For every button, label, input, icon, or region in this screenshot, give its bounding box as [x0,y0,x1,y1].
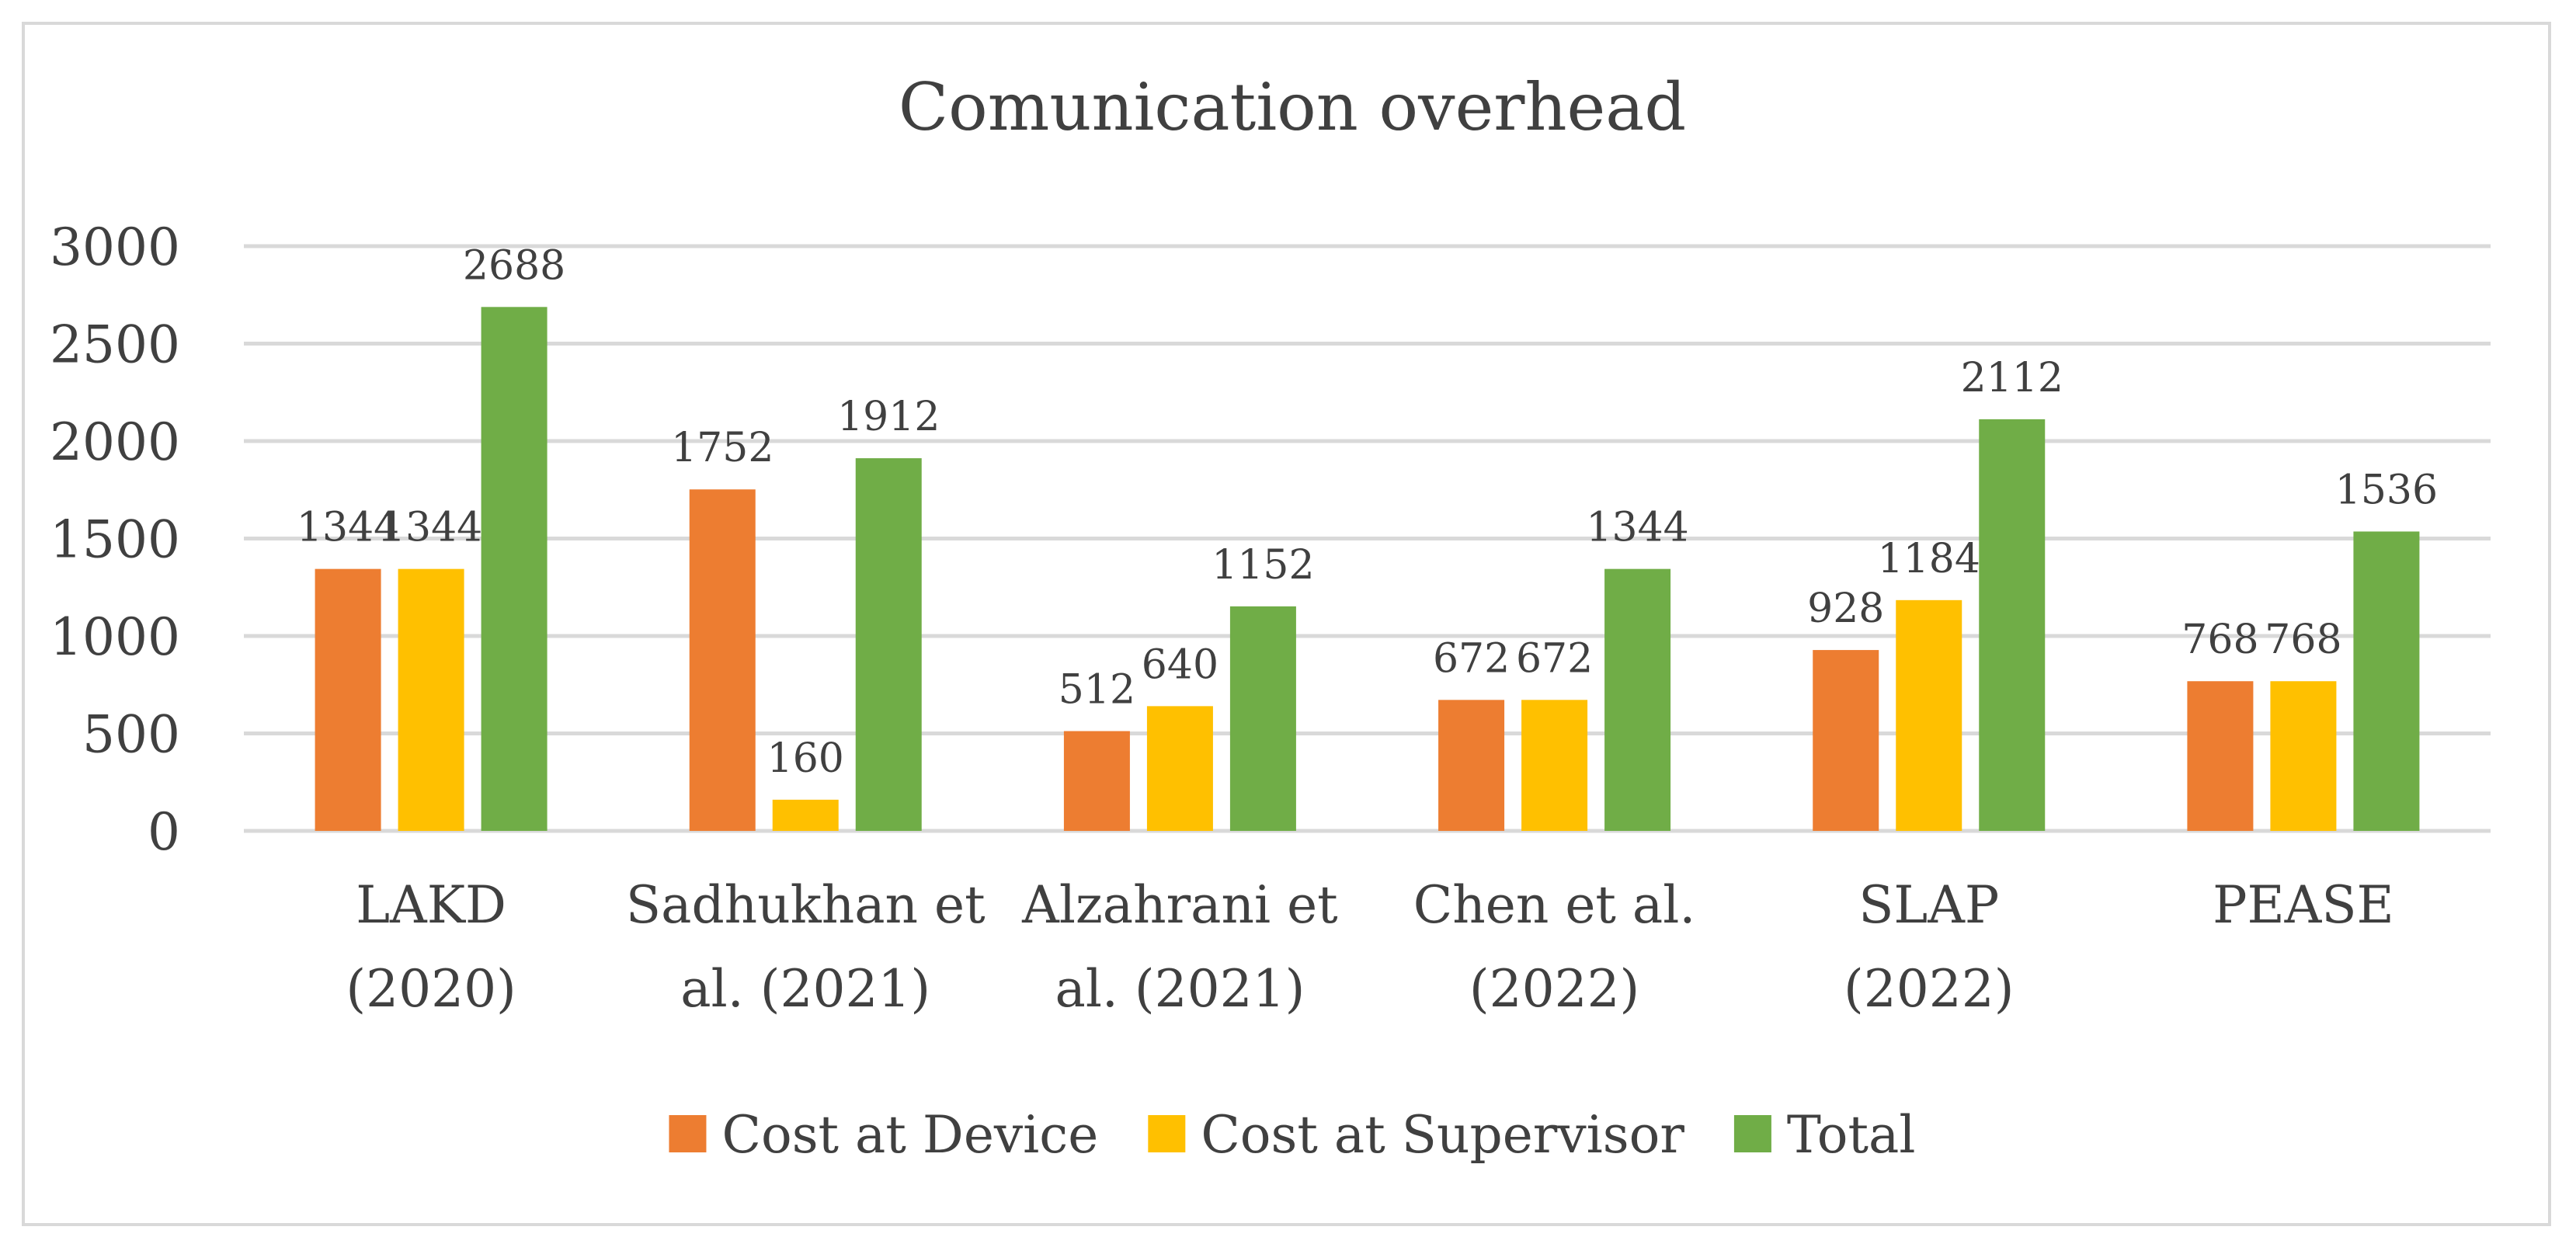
bar-cost-at-supervisor [1896,599,1962,831]
data-label: 1912 [837,394,940,440]
y-tick-label: 0 [148,802,180,862]
legend-label: Cost at Supervisor [1201,1105,1684,1165]
data-label: 1344 [380,505,482,551]
x-tick-label: LAKD (2020) [346,875,516,1019]
data-label: 160 [767,735,844,782]
x-axis-ticks: LAKD (2020) Sadhukhan et al. (2021)Alzahran… [346,875,2393,1019]
x-tick-label: Alzahrani et al. (2021) [1021,875,1337,1019]
bar-cost-at-supervisor [1521,700,1588,831]
data-label: 768 [2265,617,2341,663]
bar-cost-at-device [1813,650,1879,831]
y-tick-label: 2000 [50,412,180,472]
data-label: 768 [2181,617,2258,663]
data-label: 1184 [1878,536,1980,582]
legend-item: Total [1733,1105,1916,1165]
bar-total [1604,568,1671,831]
chart: Comunication overhead 0 500 1000 1500 2000 25… [50,69,2491,1165]
bars [315,307,2420,831]
legend-label: Total [1787,1105,1916,1165]
chart-title: Comunication overhead [899,69,1686,145]
y-tick-label: 1000 [50,607,180,667]
legend-item: Cost at Device [669,1105,1098,1165]
bar-cost-at-device [2187,681,2254,831]
data-label: 2688 [463,242,565,289]
legend-item: Cost at Supervisor [1148,1105,1684,1165]
y-tick-label: 2500 [50,315,180,375]
data-label: 1152 [1212,542,1314,589]
bar-cost-at-supervisor [772,799,839,831]
chart-frame: Comunication overhead 0 500 1000 1500 2000 25… [22,22,2551,1226]
bar-total [1979,419,2046,831]
legend-swatch [669,1115,707,1152]
data-label: 672 [1433,635,1510,682]
bar-total [2353,531,2420,831]
data-label: 1752 [671,425,773,471]
data-label: 2112 [1961,355,2063,401]
data-label: 1344 [1586,505,1688,551]
data-label: 1536 [2335,467,2438,513]
bar-cost-at-device [1063,731,1130,831]
y-tick-label: 3000 [50,217,180,277]
data-label: 640 [1142,641,1218,688]
legend-swatch [1733,1115,1771,1152]
bar-cost-at-supervisor [1146,706,1213,831]
bar-cost-at-supervisor [2270,681,2337,831]
gridlines [244,244,2491,833]
y-tick-label: 1500 [50,510,180,570]
bar-total [855,458,922,831]
data-label: 512 [1059,666,1135,713]
data-labels: 1344 1752 512 672 928 768 1344 160 640 672 1184 768… [297,242,2438,782]
x-tick-label: Chen et al. (2022) [1413,875,1696,1019]
bar-total [1229,606,1296,831]
data-label: 1344 [297,505,399,551]
x-tick-label: Sadhukhan et al. (2021) [626,875,986,1019]
bar-cost-at-device [315,568,381,831]
bar-cost-at-device [1438,700,1505,831]
y-tick-label: 500 [82,705,180,765]
data-label: 672 [1516,635,1593,682]
bar-total [481,307,548,831]
x-tick-label: SLAP (2022) [1844,875,2014,1019]
y-axis-ticks: 0 500 1000 1500 2000 2500 3000 [50,217,180,862]
legend: Cost at Device Cost at Supervisor Total [669,1105,1916,1165]
bar-cost-at-supervisor [398,568,464,831]
data-label: 928 [1807,586,1884,632]
legend-swatch [1148,1115,1186,1152]
x-tick-label: PEASE [2213,875,2394,935]
legend-label: Cost at Device [721,1105,1098,1165]
bar-cost-at-device [689,489,756,831]
